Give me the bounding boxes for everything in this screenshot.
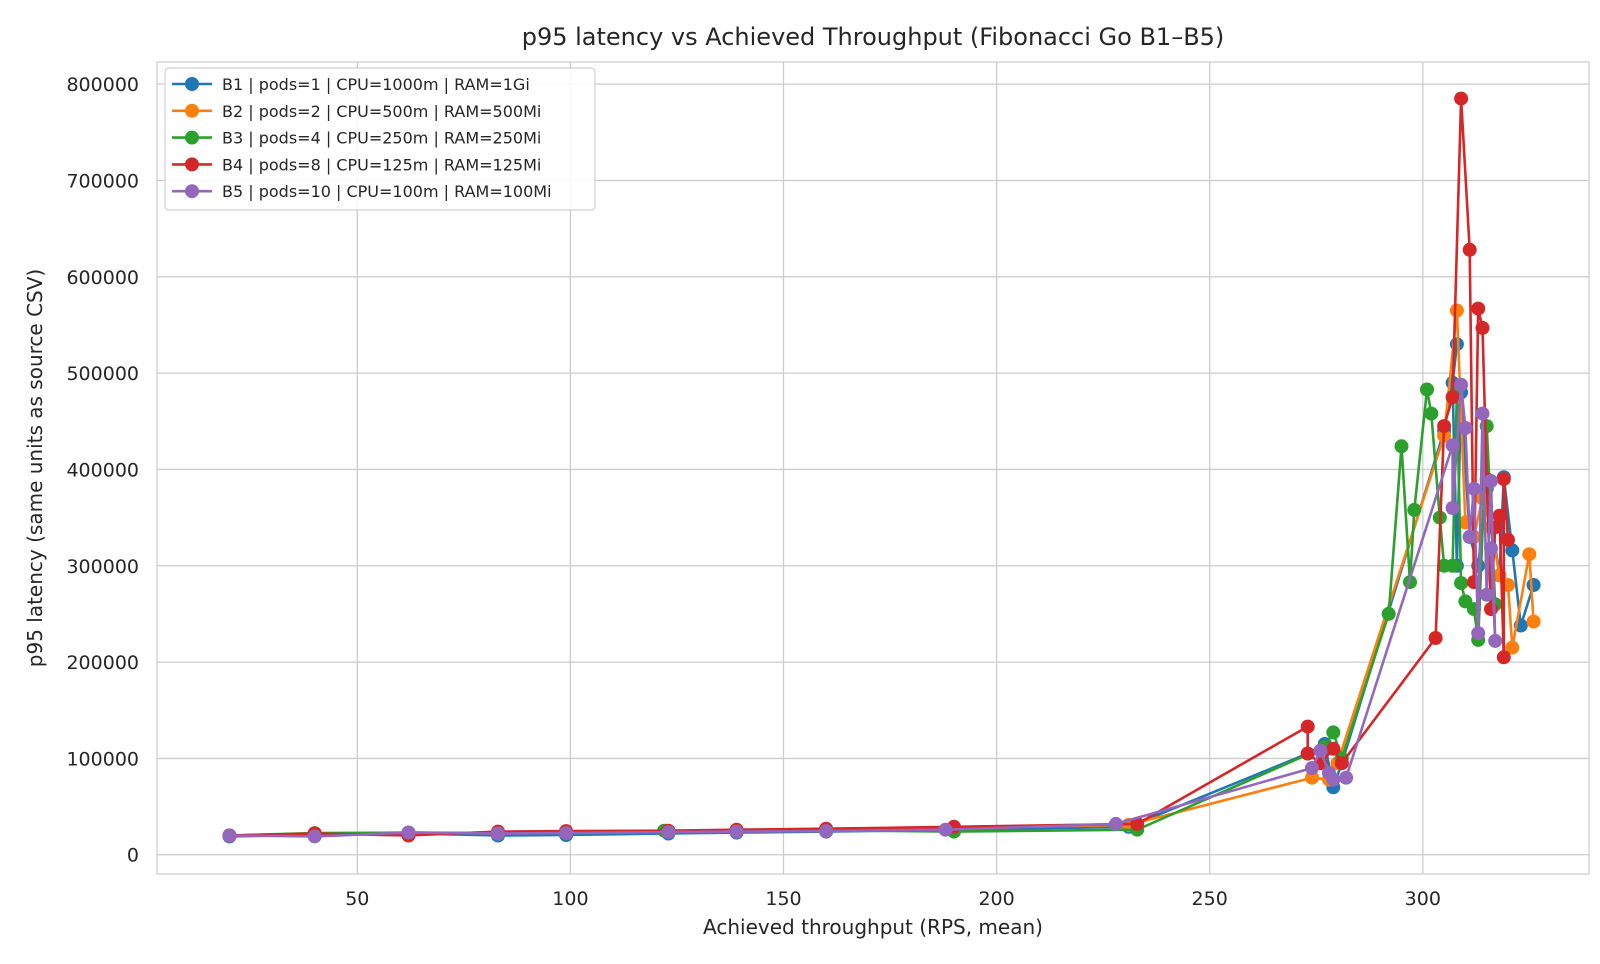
legend-marker <box>185 130 199 145</box>
data-point <box>307 829 322 844</box>
legend-label: B2 | pods=2 | CPU=500m | RAM=500Mi <box>222 102 541 121</box>
data-point <box>1334 756 1349 771</box>
data-point <box>1492 508 1507 523</box>
data-point <box>1471 626 1486 641</box>
data-point <box>1484 541 1498 556</box>
data-point <box>1326 725 1341 740</box>
data-point <box>1526 614 1541 629</box>
data-point <box>1420 382 1434 397</box>
data-point <box>1313 743 1328 758</box>
data-point <box>1449 303 1464 318</box>
data-point <box>1501 532 1515 547</box>
y-tick-label: 100000 <box>66 748 139 770</box>
data-point <box>1339 770 1354 785</box>
data-point <box>1326 741 1341 756</box>
legend-item: B1 | pods=1 | CPU=1000m | RAM=1Gi <box>172 75 530 94</box>
data-point <box>1522 547 1537 562</box>
legend-marker <box>185 77 199 91</box>
x-tick-label: 50 <box>345 888 369 910</box>
y-tick-label: 800000 <box>66 74 139 96</box>
legend-label: B5 | pods=10 | CPU=100m | RAM=100Mi <box>222 182 552 201</box>
data-point <box>1445 558 1460 573</box>
data-point <box>1445 501 1460 515</box>
data-point <box>1471 301 1486 316</box>
tick-labels: 50 100 150 200 250 300 0 100000 200000 300000 4000… <box>66 74 1440 910</box>
data-point <box>1496 650 1511 665</box>
series-b5 <box>222 377 1503 844</box>
data-point <box>1305 761 1319 775</box>
data-point <box>729 824 744 839</box>
data-point <box>491 826 505 841</box>
y-tick-label: 300000 <box>66 556 139 578</box>
legend-marker <box>185 103 199 118</box>
data-point <box>1475 320 1490 335</box>
data-point <box>1108 816 1123 831</box>
legend-item: B4 | pods=8 | CPU=125m | RAM=125Mi <box>172 155 541 174</box>
data-point <box>1475 406 1490 421</box>
data-point <box>1326 772 1341 787</box>
data-point <box>1505 640 1520 655</box>
data-point <box>1407 502 1422 517</box>
x-tick-label: 200 <box>978 888 1014 910</box>
grid <box>157 62 1589 874</box>
data-point <box>1445 390 1460 405</box>
legend-item: B3 | pods=4 | CPU=250m | RAM=250Mi <box>172 129 541 148</box>
data-point <box>1300 746 1315 761</box>
data-point <box>1381 606 1396 621</box>
data-point <box>1484 602 1498 617</box>
data-point <box>1300 719 1315 734</box>
legend-label: B1 | pods=1 | CPU=1000m | RAM=1Gi <box>222 75 530 94</box>
data-point <box>1454 576 1469 591</box>
data-point <box>401 825 416 840</box>
data-point <box>1484 474 1498 488</box>
legend-label: B3 | pods=4 | CPU=250m | RAM=250Mi <box>222 129 541 148</box>
x-tick-label: 300 <box>1405 888 1441 910</box>
legend-item: B2 | pods=2 | CPU=500m | RAM=500Mi <box>172 102 541 121</box>
chart-title: p95 latency vs Achieved Throughput (Fibo… <box>522 23 1225 51</box>
x-axis-title: Achieved throughput (RPS, mean) <box>703 915 1043 939</box>
y-tick-label: 600000 <box>66 267 139 289</box>
y-axis-title: p95 latency (same units as source CSV) <box>23 269 47 667</box>
data-point <box>1479 587 1494 602</box>
data-point <box>1445 438 1460 453</box>
data-point <box>938 822 953 837</box>
data-point <box>1437 419 1452 434</box>
y-tick-label: 400000 <box>66 459 139 481</box>
data-point <box>1458 421 1473 435</box>
data-point <box>1454 91 1469 106</box>
data-point <box>1428 631 1443 645</box>
y-tick-label: 200000 <box>66 652 139 674</box>
data-point <box>1130 816 1145 831</box>
data-point <box>1488 633 1503 648</box>
data-point <box>222 828 237 843</box>
data-point <box>1462 529 1477 544</box>
y-tick-label: 700000 <box>66 170 139 192</box>
data-point <box>1462 242 1477 257</box>
data-point <box>1505 543 1520 558</box>
data-point <box>1394 439 1409 454</box>
legend-marker <box>185 157 199 172</box>
x-tick-label: 100 <box>552 888 588 910</box>
legend: B1 | pods=1 | CPU=1000m | RAM=1Gi B2 | po… <box>164 67 596 211</box>
x-tick-label: 250 <box>1192 888 1228 910</box>
data-point <box>1526 578 1541 592</box>
data-point <box>1305 770 1319 785</box>
data-point <box>1454 377 1469 392</box>
legend-item: B5 | pods=10 | CPU=100m | RAM=100Mi <box>172 182 552 201</box>
data-point <box>661 825 676 840</box>
legend-marker <box>185 184 199 199</box>
series-group <box>222 91 1541 844</box>
data-point <box>1496 472 1511 487</box>
legend-box <box>164 67 596 211</box>
data-point <box>559 826 574 841</box>
legend-label: B4 | pods=8 | CPU=125m | RAM=125Mi <box>222 155 541 174</box>
y-tick-label: 500000 <box>66 363 139 385</box>
y-tick-label: 0 <box>127 845 139 867</box>
data-point <box>819 824 834 839</box>
x-tick-label: 150 <box>765 888 801 910</box>
data-point <box>1424 406 1439 421</box>
data-point <box>1466 481 1481 496</box>
